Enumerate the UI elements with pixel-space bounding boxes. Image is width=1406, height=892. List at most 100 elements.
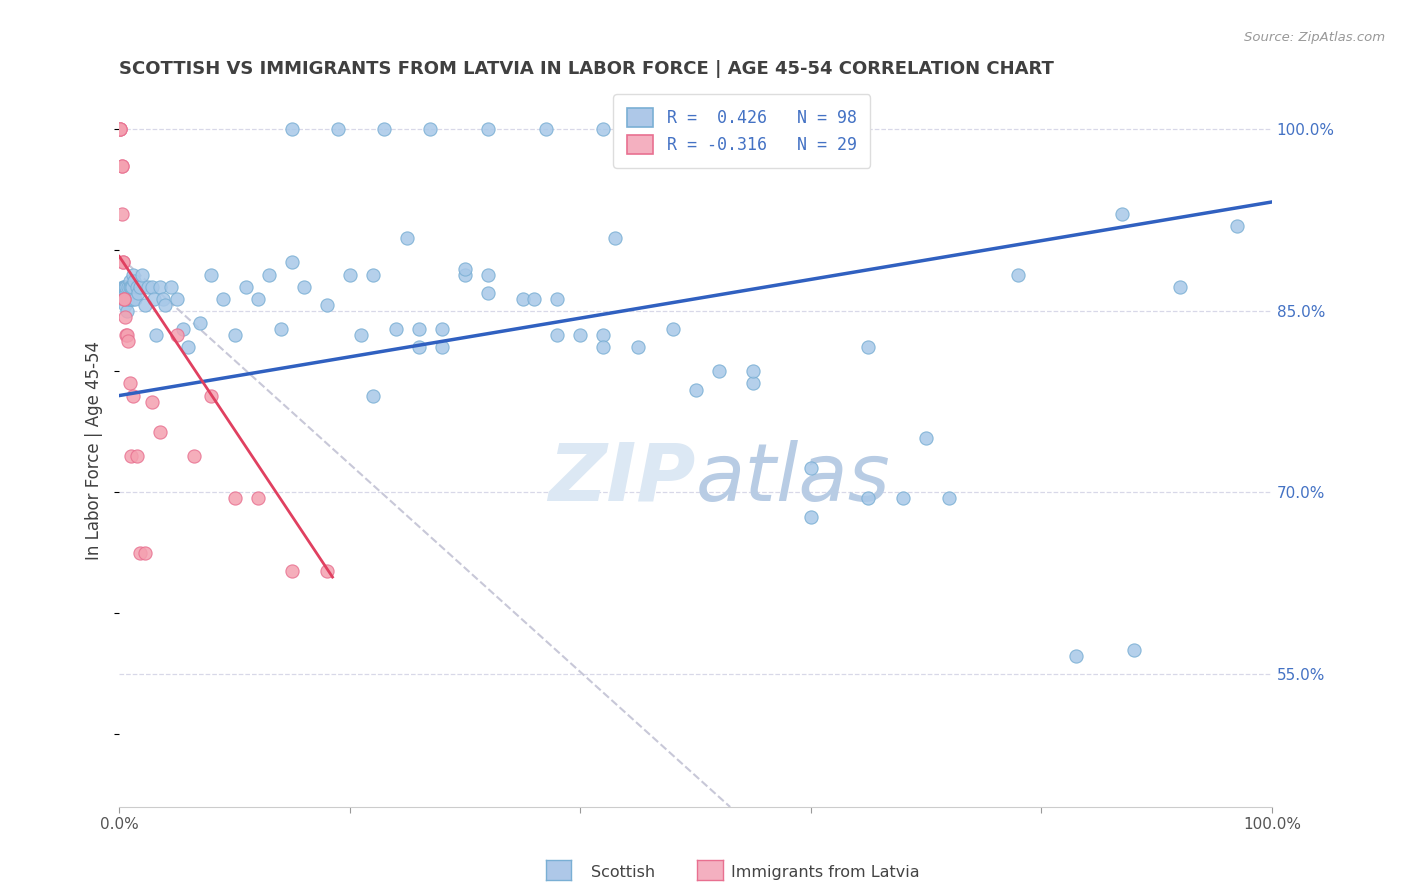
Point [114,292,136,306]
Point [627,340,650,354]
Text: SCOTTISH VS IMMIGRANTS FROM LATVIA IN LABOR FORCE | AGE 45-54 CORRELATION CHART: SCOTTISH VS IMMIGRANTS FROM LATVIA IN LA… [120,60,1054,78]
Text: ZIP: ZIP [548,440,696,517]
Point [112,292,135,306]
Point [339,268,361,282]
Point [224,328,246,343]
Point [396,231,419,245]
Point [454,268,477,282]
Point [112,292,135,306]
Point [112,279,135,293]
Point [1007,268,1029,282]
Point [361,268,384,282]
Point [281,564,304,578]
Point [117,292,139,306]
Point [858,491,880,506]
Point [292,279,315,293]
Point [166,328,188,343]
Point [166,292,188,306]
Point [115,285,138,300]
Point [1122,642,1144,657]
Point [224,491,246,506]
Point [111,279,134,293]
Point [661,322,683,336]
Point [477,268,499,282]
Point [120,279,142,293]
Point [512,292,534,306]
Point [117,334,139,348]
Point [112,292,135,306]
Point [110,122,132,136]
Point [117,292,139,306]
Point [141,394,163,409]
Point [315,298,337,312]
Point [270,322,292,336]
Point [160,279,183,293]
Point [117,328,139,343]
Point [361,388,384,402]
Point [117,303,139,318]
Point [114,298,136,312]
Point [122,388,145,402]
Point [188,316,211,330]
Point [569,328,592,343]
Point [315,564,337,578]
Point [120,292,142,306]
Text: Scottish: Scottish [591,865,655,880]
Point [117,279,139,293]
Point [385,322,408,336]
Point [125,279,148,293]
Point [200,388,222,402]
Point [122,274,145,288]
Point [110,122,132,136]
Point [328,122,350,136]
Point [800,509,823,524]
Point [131,268,153,282]
Point [858,340,880,354]
Text: Source: ZipAtlas.com: Source: ZipAtlas.com [1244,31,1385,45]
Point [183,449,205,463]
Point [177,340,200,354]
Point [800,461,823,475]
Point [938,491,960,506]
Point [134,546,156,560]
Point [141,279,163,293]
Point [1064,648,1087,663]
Point [118,279,141,293]
Point [172,322,194,336]
Point [891,491,914,506]
Point [408,340,430,354]
Point [603,231,626,245]
Point [546,328,568,343]
Point [454,261,477,276]
Point [111,292,134,306]
Point [373,122,395,136]
Point [129,546,152,560]
Point [546,292,568,306]
Point [115,279,138,293]
Point [235,279,257,293]
Point [915,431,938,445]
Point [111,255,134,269]
Point [142,292,165,306]
Legend: R =  0.426   N = 98, R = -0.316   N = 29: R = 0.426 N = 98, R = -0.316 N = 29 [613,95,870,168]
Point [115,328,138,343]
Point [592,122,614,136]
Point [523,292,546,306]
Point [110,159,132,173]
Point [430,340,453,354]
Point [742,376,765,391]
Text: Immigrants from Latvia: Immigrants from Latvia [731,865,920,880]
Point [419,122,441,136]
Point [145,328,167,343]
Point [592,340,614,354]
Point [120,449,142,463]
Point [430,322,453,336]
Point [257,268,280,282]
Point [127,285,149,300]
Point [592,328,614,343]
Point [110,122,132,136]
Text: atlas: atlas [696,440,890,517]
Point [120,292,142,306]
Point [246,292,269,306]
Point [129,279,152,293]
